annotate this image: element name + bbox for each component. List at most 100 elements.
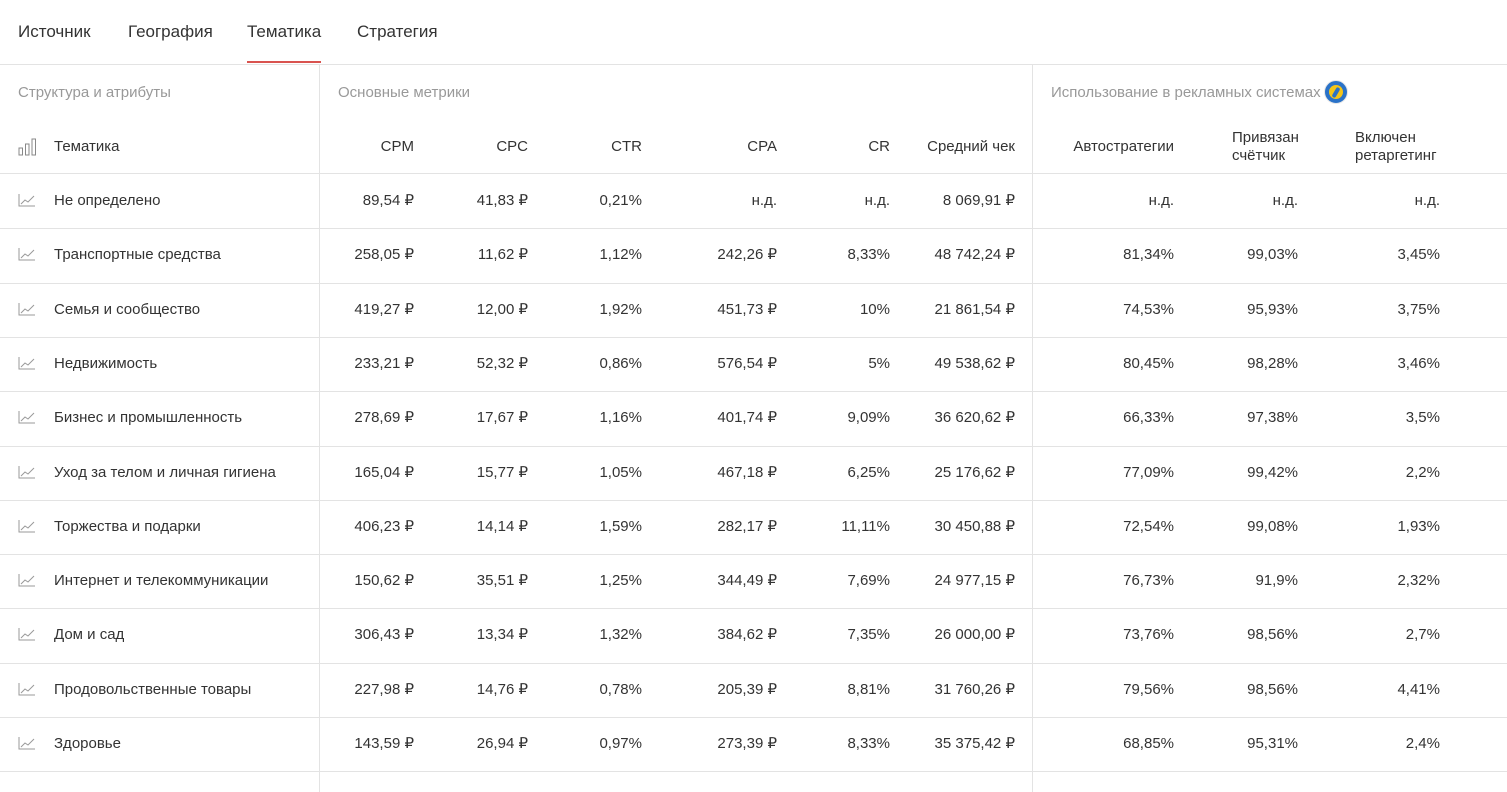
bar-chart-icon[interactable] (18, 138, 38, 156)
cell-retargeting: н.д. (1414, 192, 1440, 209)
line-chart-icon[interactable] (18, 356, 36, 370)
table-row[interactable]: Бизнес и промышленность 278,69 ₽ 17,67 ₽ 1,… (0, 391, 1507, 445)
cell-retargeting: 4,41% (1397, 680, 1440, 698)
tab-geography[interactable]: География (128, 22, 213, 41)
table-row[interactable]: Продовольственные товары 227,98 ₽ 14,76 ₽ 0… (0, 663, 1507, 717)
table-row[interactable]: Уход за телом и личная гигиена 165,04 ₽ 15… (0, 446, 1507, 500)
cell-cr: 9,09% (847, 409, 890, 427)
line-chart-icon[interactable] (18, 247, 36, 261)
cell-avg-check: 31 760,26 ₽ (934, 680, 1015, 698)
active-tab-indicator (247, 61, 321, 63)
cell-cpm: 150,62 ₽ (354, 572, 414, 590)
line-chart-icon[interactable] (18, 519, 36, 533)
cell-avg-check: 48 742,24 ₽ (934, 246, 1015, 264)
line-chart-icon[interactable] (18, 193, 36, 207)
cell-cpm: 419,27 ₽ (354, 300, 414, 318)
topic-name: Семья и сообщество (54, 300, 201, 318)
column-header-counter-linked[interactable]: Привязан счётчик (1232, 129, 1299, 165)
line-chart-icon[interactable] (18, 682, 36, 696)
cell-ctr: 1,92% (599, 300, 642, 318)
cell-retargeting: 3,46% (1397, 354, 1440, 372)
cell-cr: 5% (868, 354, 890, 372)
cell-autostrategies: 79,56% (1123, 680, 1174, 698)
tab-source[interactable]: Источник (18, 22, 91, 41)
cell-retargeting: 2,32% (1397, 572, 1440, 590)
table-row[interactable]: Не определено 89,54 ₽ 41,83 ₽ 0,21% н.д. н.д.… (0, 174, 1507, 228)
cell-cpc: 35,51 ₽ (476, 572, 528, 590)
row-divider (0, 283, 1507, 284)
cell-cpc: 15,77 ₽ (476, 463, 528, 481)
line-chart-icon[interactable] (18, 573, 36, 587)
cell-autostrategies: н.д. (1148, 192, 1174, 209)
cell-counter: 98,56% (1247, 680, 1298, 698)
cell-cpc: 14,14 ₽ (476, 517, 528, 535)
column-header-autostrategies[interactable]: Автостратегии (1073, 138, 1174, 155)
cell-retargeting: 3,5% (1405, 409, 1440, 427)
cell-cr: 8,81% (847, 680, 890, 698)
row-divider (0, 228, 1507, 229)
cell-autostrategies: 77,09% (1123, 463, 1174, 481)
cell-ctr: 1,32% (599, 626, 642, 644)
cell-cr: 6,25% (847, 463, 890, 481)
cell-counter: 91,9% (1255, 572, 1298, 590)
table-row[interactable]: Здоровье 143,59 ₽ 26,94 ₽ 0,97% 273,39 ₽ 8,33… (0, 717, 1507, 771)
row-divider (0, 608, 1507, 609)
cell-ctr: 1,25% (599, 572, 642, 590)
column-header-cpm[interactable]: CPM (380, 138, 414, 155)
cell-ctr: 1,05% (599, 463, 642, 481)
cell-retargeting: 1,93% (1397, 517, 1440, 535)
table-row[interactable]: Транспортные средства 258,05 ₽ 11,62 ₽ 1,12… (0, 228, 1507, 282)
table-row[interactable]: Интернет и телекоммуникации 150,62 ₽ 35,51… (0, 554, 1507, 608)
cell-cpa: 273,39 ₽ (717, 735, 777, 752)
tab-topic[interactable]: Тематика (247, 22, 322, 41)
topic-name: Продовольственные товары (54, 680, 252, 698)
column-header-avg-check[interactable]: Средний чек (927, 138, 1015, 155)
cell-counter: н.д. (1272, 192, 1298, 209)
tab-strategy[interactable]: Стратегия (357, 22, 438, 41)
cell-autostrategies: 68,85% (1123, 735, 1174, 752)
row-divider (0, 663, 1507, 664)
cell-cpa: 205,39 ₽ (717, 680, 777, 698)
cell-ctr: 0,97% (599, 735, 642, 752)
column-header-topic[interactable]: Тематика (54, 138, 120, 155)
line-chart-icon[interactable] (18, 736, 36, 750)
column-divider (319, 65, 320, 792)
topic-name: Интернет и телекоммуникации (54, 572, 269, 590)
cell-autostrategies: 81,34% (1123, 246, 1174, 264)
table-row[interactable]: Недвижимость 233,21 ₽ 52,32 ₽ 0,86% 576,54 ₽… (0, 337, 1507, 391)
line-chart-icon[interactable] (18, 302, 36, 316)
topic-name: Не определено (54, 192, 161, 209)
cell-cr: 7,35% (847, 626, 890, 644)
topic-name: Недвижимость (54, 354, 158, 372)
line-chart-icon[interactable] (18, 465, 36, 479)
table-row[interactable]: Торжества и подарки 406,23 ₽ 14,14 ₽ 1,59% 2… (0, 500, 1507, 554)
cell-cpc: 41,83 ₽ (476, 192, 528, 209)
column-header-cpc[interactable]: CPC (496, 138, 528, 155)
line-chart-icon[interactable] (18, 627, 36, 641)
column-header-cpa[interactable]: CPA (747, 138, 777, 155)
column-header-counter-linked-line2: счётчик (1232, 147, 1286, 164)
cell-retargeting: 3,75% (1397, 300, 1440, 318)
tab-bar: Источник География Тематика Стратегия (0, 0, 1507, 65)
cell-autostrategies: 74,53% (1123, 300, 1174, 318)
column-header-cr[interactable]: CR (868, 138, 890, 155)
row-divider (0, 337, 1507, 338)
table-row[interactable]: Дом и сад 306,43 ₽ 13,34 ₽ 1,32% 384,62 ₽ 7,3… (0, 608, 1507, 662)
table-row[interactable]: Семья и сообщество 419,27 ₽ 12,00 ₽ 1,92% 45… (0, 283, 1507, 337)
group-ads-label: Использование в рекламных системах (1051, 84, 1321, 101)
cell-cpm: 227,98 ₽ (354, 680, 414, 698)
cell-cpm: 258,05 ₽ (354, 246, 414, 264)
cell-retargeting: 3,45% (1397, 246, 1440, 264)
line-chart-icon[interactable] (18, 410, 36, 424)
column-header-ctr[interactable]: CTR (611, 138, 642, 155)
cell-avg-check: 8 069,91 ₽ (942, 192, 1015, 209)
row-divider (0, 554, 1507, 555)
column-header-retargeting[interactable]: Включен ретаргетинг (1355, 129, 1437, 165)
cell-counter: 99,08% (1247, 517, 1298, 535)
cell-avg-check: 26 000,00 ₽ (934, 626, 1015, 644)
cell-counter: 95,93% (1247, 300, 1298, 318)
topic-name: Торжества и подарки (54, 517, 201, 535)
yandex-metrica-icon[interactable] (1324, 80, 1348, 104)
row-divider (0, 500, 1507, 501)
cell-avg-check: 35 375,42 ₽ (934, 735, 1015, 752)
